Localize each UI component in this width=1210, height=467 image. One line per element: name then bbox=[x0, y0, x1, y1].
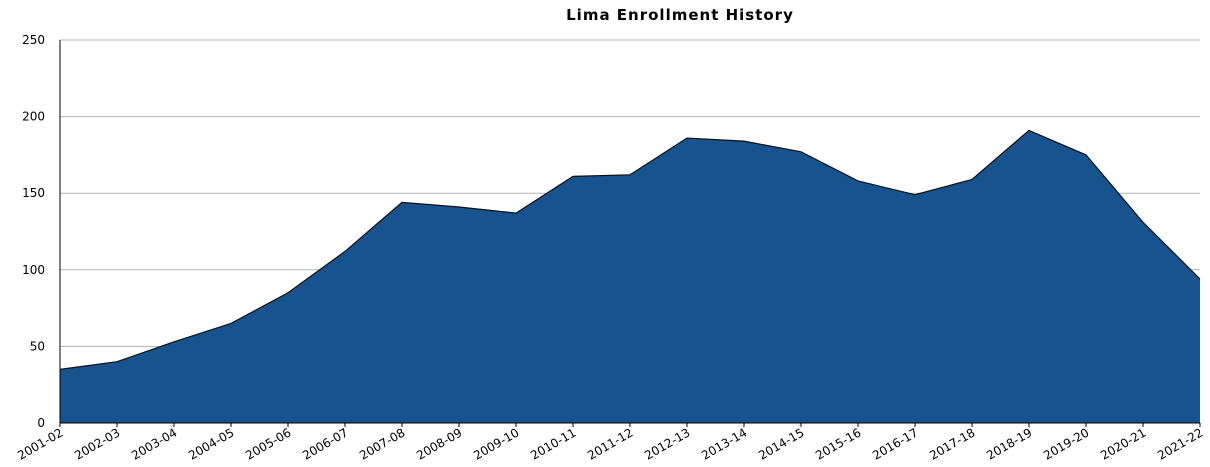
x-tick-label: 2013-14 bbox=[699, 425, 749, 462]
x-tick-label: 2010-11 bbox=[528, 425, 578, 462]
x-tick-label: 2009-10 bbox=[471, 425, 521, 462]
x-tick-label: 2007-08 bbox=[357, 425, 407, 462]
y-tick-label: 50 bbox=[30, 339, 45, 353]
x-tick-label: 2003-04 bbox=[129, 425, 179, 462]
y-tick-label: 250 bbox=[22, 33, 45, 47]
area bbox=[60, 130, 1200, 423]
x-tick-label: 2018-19 bbox=[984, 425, 1034, 462]
x-tick-label: 2012-13 bbox=[642, 425, 692, 462]
x-tick-label: 2005-06 bbox=[243, 425, 293, 462]
area-outline bbox=[59, 129, 1201, 370]
x-tick-label: 2020-21 bbox=[1098, 425, 1148, 462]
x-tick-label: 2016-17 bbox=[870, 425, 920, 462]
x-tick-label: 2001-02 bbox=[15, 425, 65, 462]
x-tick-label: 2015-16 bbox=[813, 425, 863, 462]
x-tick-label: 2011-12 bbox=[585, 425, 635, 462]
x-tick-label: 2008-09 bbox=[414, 425, 464, 462]
y-tick-label: 200 bbox=[22, 110, 45, 124]
y-tick-label: 0 bbox=[37, 416, 45, 430]
y-tick-label: 150 bbox=[22, 186, 45, 200]
y-tick-label: 100 bbox=[22, 263, 45, 277]
x-tick-label: 2019-20 bbox=[1041, 425, 1091, 462]
x-tick-label: 2004-05 bbox=[186, 425, 236, 462]
x-tick-label: 2006-07 bbox=[300, 425, 350, 462]
chart-title: Lima Enrollment History bbox=[566, 6, 794, 24]
x-tick-label: 2002-03 bbox=[72, 425, 122, 462]
x-tick-label: 2014-15 bbox=[756, 425, 806, 462]
x-tick-label: 2021-22 bbox=[1155, 425, 1205, 462]
x-tick-label: 2017-18 bbox=[927, 425, 977, 462]
